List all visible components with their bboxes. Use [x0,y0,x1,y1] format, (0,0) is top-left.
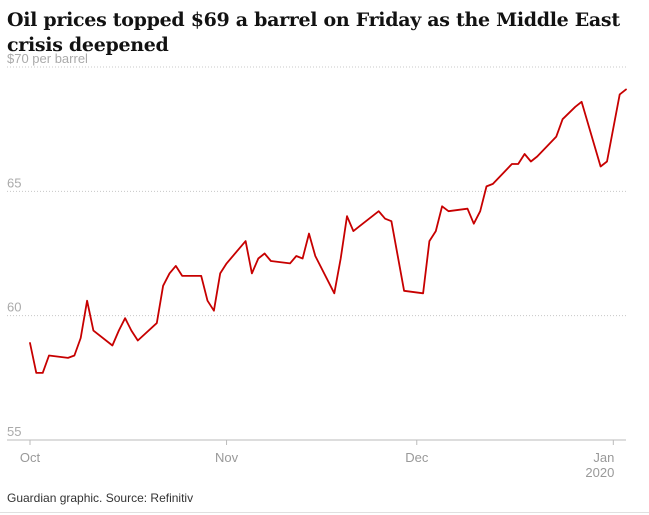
x-tick-label-nov: Nov [215,450,239,465]
source-note: Guardian graphic. Source: Refinitiv [7,491,194,505]
gridlines [7,66,626,441]
chart-title: Oil prices topped $69 a barrel on Friday… [7,9,620,56]
y-axis-ticks: $70 per barrel 65 60 55 [7,51,88,439]
y-tick-label-55: 55 [7,424,21,439]
x-tick-label-jan: Jan [593,450,614,465]
x-tick-label-dec: Dec [405,450,429,465]
bottom-divider [0,512,649,513]
x-tick-sublabel-jan: 2020 [585,465,614,480]
y-tick-label-60: 60 [7,300,21,315]
y-tick-label-70: $70 per barrel [7,51,88,66]
y-tick-label-65: 65 [7,175,21,190]
x-tick-label-oct: Oct [20,450,41,465]
series-layer [29,88,627,374]
series-line-0 [29,88,627,374]
